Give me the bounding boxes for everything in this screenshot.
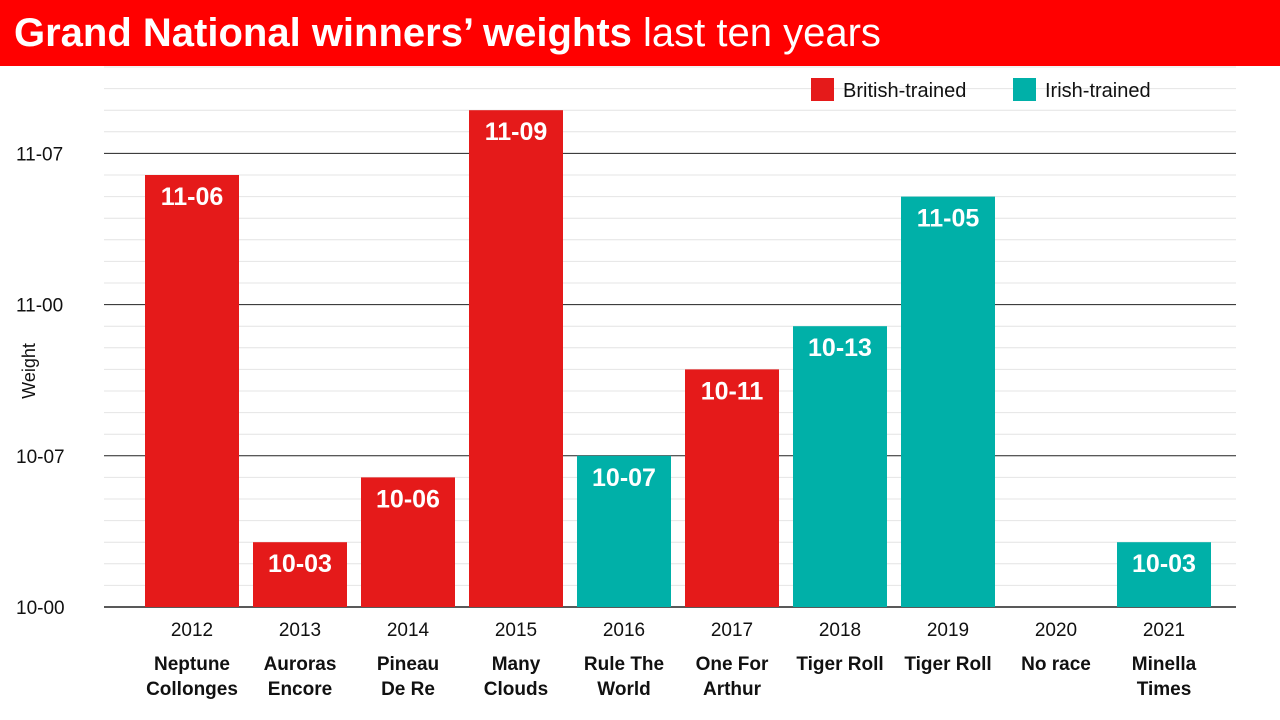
winner-name-label: Pineau xyxy=(377,654,439,675)
axis-labels: 10-00 10-07 11-00 11-07 Weight 2012 Neptune Col… xyxy=(16,144,1197,700)
bars: 11-06 10-03 10-06 11-09 10-07 10-11 10-13 11-05… xyxy=(145,110,1211,607)
winner-name-label: Tiger Roll xyxy=(904,654,991,675)
winner-name-label: Encore xyxy=(268,679,332,700)
bar-value-label: 10-07 xyxy=(592,464,656,492)
winner-name-label: No race xyxy=(1021,654,1091,675)
x-tick-year: 2021 xyxy=(1143,620,1185,641)
x-tick-year: 2020 xyxy=(1035,620,1077,641)
winner-name-label: Auroras xyxy=(264,654,337,675)
bar-value-label: 10-11 xyxy=(701,377,764,405)
chart-title-bold: Grand National winners’ weights xyxy=(14,11,632,55)
bar-2018 xyxy=(793,326,887,607)
chart-title-light: last ten years xyxy=(643,11,881,55)
winner-name-label: World xyxy=(597,679,650,700)
winner-name-label: Tiger Roll xyxy=(796,654,883,675)
winner-name-label: Neptune xyxy=(154,654,230,675)
x-tick-year: 2016 xyxy=(603,620,645,641)
winner-name-label: De Re xyxy=(381,679,435,700)
bar-2016 xyxy=(577,455,671,607)
winner-name-label: Collonges xyxy=(146,679,238,700)
legend-swatch xyxy=(811,78,834,101)
bar-2015 xyxy=(469,110,563,607)
bar-value-label: 11-06 xyxy=(161,183,224,211)
bar-2017 xyxy=(685,369,779,607)
chart-title: Grand National winners’ weights last ten… xyxy=(14,8,881,58)
bar-value-label: 10-06 xyxy=(376,485,440,513)
y-tick-label: 10-00 xyxy=(16,598,65,619)
x-tick-year: 2015 xyxy=(495,620,537,641)
bar-2019 xyxy=(901,196,995,607)
x-tick-year: 2013 xyxy=(279,620,321,641)
winner-name-label: Clouds xyxy=(484,679,548,700)
legend: British-trained Irish-trained xyxy=(811,78,1151,102)
winner-name-label: Rule The xyxy=(584,654,664,675)
winner-name-label: Minella xyxy=(1132,654,1197,675)
winner-name-label: One For xyxy=(696,654,769,675)
legend-label: British-trained xyxy=(843,80,966,102)
winner-name-label: Times xyxy=(1137,679,1192,700)
x-tick-year: 2017 xyxy=(711,620,753,641)
bar-value-label: 10-03 xyxy=(268,550,332,578)
y-tick-label: 11-07 xyxy=(16,144,63,165)
title-banner: Grand National winners’ weights last ten… xyxy=(0,0,1280,66)
y-axis-label: Weight xyxy=(19,343,39,399)
x-tick-year: 2014 xyxy=(387,620,430,641)
bar-value-label: 10-13 xyxy=(808,334,872,362)
x-tick-year: 2018 xyxy=(819,620,861,641)
bar-2012 xyxy=(145,175,239,607)
bar-value-label: 11-09 xyxy=(485,118,548,146)
legend-swatch xyxy=(1013,78,1036,101)
bar-2013 xyxy=(253,542,347,607)
bar-value-label: 10-03 xyxy=(1132,550,1196,578)
y-tick-label: 11-00 xyxy=(16,296,63,317)
winner-name-label: Arthur xyxy=(703,679,762,700)
legend-label: Irish-trained xyxy=(1045,80,1151,102)
x-tick-year: 2012 xyxy=(171,620,213,641)
bar-2021 xyxy=(1117,542,1211,607)
winner-name-label: Many xyxy=(492,654,541,675)
y-tick-label: 10-07 xyxy=(16,447,65,468)
x-tick-year: 2019 xyxy=(927,620,969,641)
bar-2014 xyxy=(361,477,455,607)
bar-value-label: 11-05 xyxy=(917,205,980,233)
